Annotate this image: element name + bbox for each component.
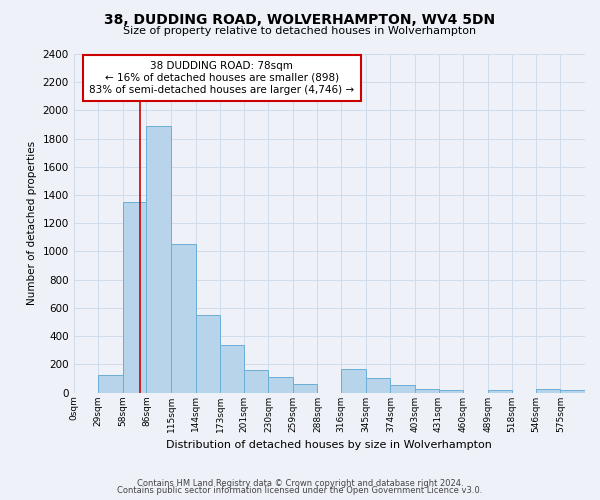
Bar xyxy=(415,389,439,392)
Bar xyxy=(488,390,512,392)
Bar xyxy=(341,369,366,392)
Bar xyxy=(560,390,585,392)
Bar xyxy=(268,377,293,392)
Bar xyxy=(196,315,220,392)
Bar xyxy=(390,385,415,392)
Bar xyxy=(439,390,463,392)
Bar xyxy=(293,384,317,392)
Bar xyxy=(123,202,146,392)
Bar xyxy=(171,244,196,392)
Bar xyxy=(244,370,268,392)
Text: Contains public sector information licensed under the Open Government Licence v3: Contains public sector information licen… xyxy=(118,486,482,495)
Bar xyxy=(146,126,171,392)
Y-axis label: Number of detached properties: Number of detached properties xyxy=(27,141,37,306)
Text: Size of property relative to detached houses in Wolverhampton: Size of property relative to detached ho… xyxy=(124,26,476,36)
Bar xyxy=(366,378,390,392)
Text: 38 DUDDING ROAD: 78sqm
← 16% of detached houses are smaller (898)
83% of semi-de: 38 DUDDING ROAD: 78sqm ← 16% of detached… xyxy=(89,62,355,94)
Bar xyxy=(98,375,123,392)
Bar xyxy=(220,344,244,393)
X-axis label: Distribution of detached houses by size in Wolverhampton: Distribution of detached houses by size … xyxy=(166,440,492,450)
Text: Contains HM Land Registry data © Crown copyright and database right 2024.: Contains HM Land Registry data © Crown c… xyxy=(137,478,463,488)
Bar xyxy=(536,389,560,392)
Text: 38, DUDDING ROAD, WOLVERHAMPTON, WV4 5DN: 38, DUDDING ROAD, WOLVERHAMPTON, WV4 5DN xyxy=(104,12,496,26)
